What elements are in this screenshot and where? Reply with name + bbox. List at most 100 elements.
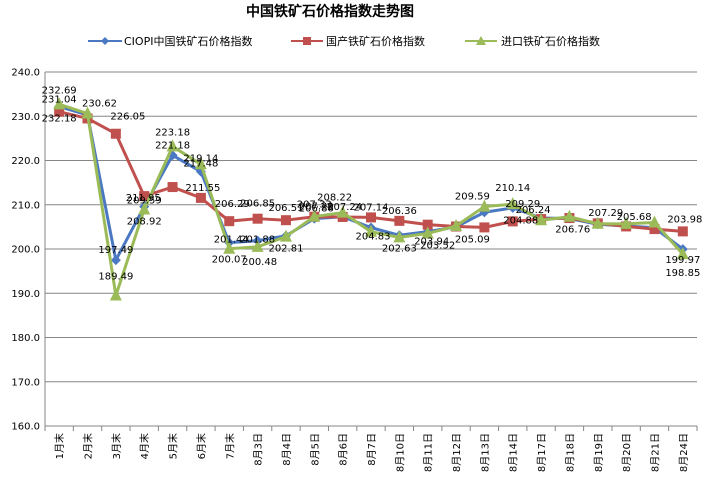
data-point-import — [421, 226, 434, 239]
x-tick-label: 8月18日 — [564, 433, 576, 472]
x-tick-label: 6月末 — [195, 433, 208, 459]
x-tick-label: 8月17日 — [536, 433, 548, 472]
data-label-import: 230.62 — [82, 99, 117, 110]
data-label-domestic: 205.09 — [455, 234, 490, 245]
x-tick-label: 8月12日 — [451, 433, 463, 472]
y-tick-label: 180.0 — [11, 333, 40, 344]
data-point-import — [591, 216, 604, 229]
data-point-import — [81, 106, 94, 119]
data-label-domestic: 203.98 — [667, 214, 702, 225]
x-tick-label: 8月20日 — [621, 433, 633, 472]
data-label-ciopi: 201.44 — [214, 235, 249, 246]
data-point-import — [138, 202, 151, 215]
data-point-domestic — [139, 191, 150, 202]
data-point-domestic — [195, 192, 206, 203]
data-label-domestic: 231.04 — [42, 95, 77, 106]
data-point-domestic — [252, 213, 263, 224]
data-label-domestic: 206.24 — [516, 205, 551, 216]
data-label-domestic: 207.24 — [327, 202, 362, 213]
data-point-ciopi — [110, 255, 121, 266]
data-point-import — [251, 239, 264, 252]
data-point-domestic — [366, 212, 376, 223]
data-label-ciopi: 206.86 — [299, 204, 334, 215]
x-tick-label: 8月10日 — [394, 433, 406, 472]
data-label-import: 210.14 — [495, 183, 530, 194]
y-tick-label: 240.0 — [11, 68, 40, 79]
legend: CIOPI中国铁矿石价格指数 国产铁矿石价格指数 进口铁矿石价格指数 — [88, 34, 600, 48]
y-tick-label: 220.0 — [11, 156, 40, 167]
data-label-import: 200.07 — [212, 255, 247, 266]
data-label-domestic: 211.55 — [185, 183, 220, 194]
data-label-ciopi: 201.88 — [240, 235, 275, 246]
legend-item-domestic: 国产铁矿石价格指数 — [291, 34, 425, 48]
data-point-domestic — [479, 222, 490, 233]
data-label-import: 207.29 — [588, 208, 623, 219]
legend-marker-import — [476, 36, 486, 45]
legend-label-domestic: 国产铁矿石价格指数 — [326, 34, 425, 48]
x-tick-label: 8月13日 — [479, 433, 491, 472]
data-label-ciopi: 209.59 — [127, 196, 162, 207]
data-point-import — [620, 216, 633, 229]
data-label-import: 202.81 — [268, 244, 303, 255]
data-point-domestic — [394, 215, 405, 226]
data-point-import — [506, 197, 519, 210]
data-label-import: 219.14 — [183, 153, 218, 164]
legend-item-ciopi: CIOPI中国铁矿石价格指数 — [88, 34, 252, 48]
data-point-import — [109, 288, 122, 301]
legend-label-import: 进口铁矿石价格指数 — [501, 34, 600, 48]
x-tick-label: 3月末 — [110, 433, 123, 459]
legend-item-import: 进口铁矿石价格指数 — [465, 34, 600, 48]
data-label-ciopi: 199.97 — [665, 255, 700, 266]
data-label-domestic: 206.85 — [240, 199, 275, 210]
data-label-domestic: 206.76 — [555, 224, 590, 235]
data-point-import — [166, 139, 179, 152]
x-tick-label: 7月末 — [223, 433, 236, 459]
data-point-import — [478, 199, 491, 212]
data-label-domestic: 226.05 — [110, 112, 145, 123]
data-label-import: 223.18 — [155, 127, 190, 138]
data-label-import: 189.49 — [98, 272, 133, 283]
y-tick-label: 200.0 — [11, 245, 40, 256]
data-label-domestic: 206.36 — [382, 206, 417, 217]
legend-label-ciopi: CIOPI中国铁矿石价格指数 — [124, 34, 252, 48]
data-label-ciopi: 203.94 — [414, 237, 449, 248]
legend-marker-ciopi — [101, 37, 109, 45]
data-label-domestic: 206.51 — [268, 203, 303, 214]
y-tick-label: 160.0 — [11, 422, 40, 433]
data-label-domestic: 204.88 — [503, 215, 538, 226]
data-label-ciopi: 204.83 — [356, 232, 391, 243]
x-tick-label: 8月14日 — [508, 433, 520, 472]
plot-area: 160.0 170.0 180.0 190.0 200.0 210.0 220.0 230.0… — [11, 68, 702, 473]
data-point-domestic — [167, 182, 178, 193]
data-point-import — [365, 224, 377, 237]
x-tick-label: 8月4日 — [281, 433, 293, 466]
data-label-import: 208.22 — [317, 193, 352, 204]
data-label-domestic: 211.95 — [126, 193, 161, 204]
data-label-domestic: 207.29 — [299, 202, 334, 213]
x-tick-label: 2月末 — [82, 433, 95, 459]
data-point-import — [648, 215, 661, 228]
y-tick-label: 190.0 — [11, 289, 40, 300]
data-label-import: 200.48 — [242, 257, 277, 268]
data-label-domestic: 206.29 — [215, 199, 250, 210]
data-label-import: 209.59 — [455, 192, 490, 203]
data-label-domestic: 207.14 — [354, 202, 389, 213]
y-tick-label: 210.0 — [11, 200, 40, 211]
data-label-import: 205.68 — [617, 212, 652, 223]
data-point-import — [563, 209, 576, 222]
data-point-import — [194, 157, 207, 170]
data-label-ciopi: 232.18 — [42, 114, 77, 125]
x-tick-label: 8月3日 — [253, 433, 265, 466]
legend-marker-domestic — [303, 37, 311, 45]
data-point-domestic — [110, 128, 121, 139]
x-tick-label: 8月21日 — [649, 433, 661, 472]
chart-title: 中国铁矿石价格指数走势图 — [246, 3, 414, 20]
data-label-ciopi: 217.48 — [183, 159, 218, 170]
x-tick-label: 5月末 — [167, 433, 180, 459]
data-point-domestic — [422, 219, 433, 230]
data-label-import: 202.63 — [382, 243, 417, 254]
data-point-domestic — [224, 216, 235, 227]
data-point-import — [336, 205, 349, 218]
data-point-import — [308, 209, 321, 222]
